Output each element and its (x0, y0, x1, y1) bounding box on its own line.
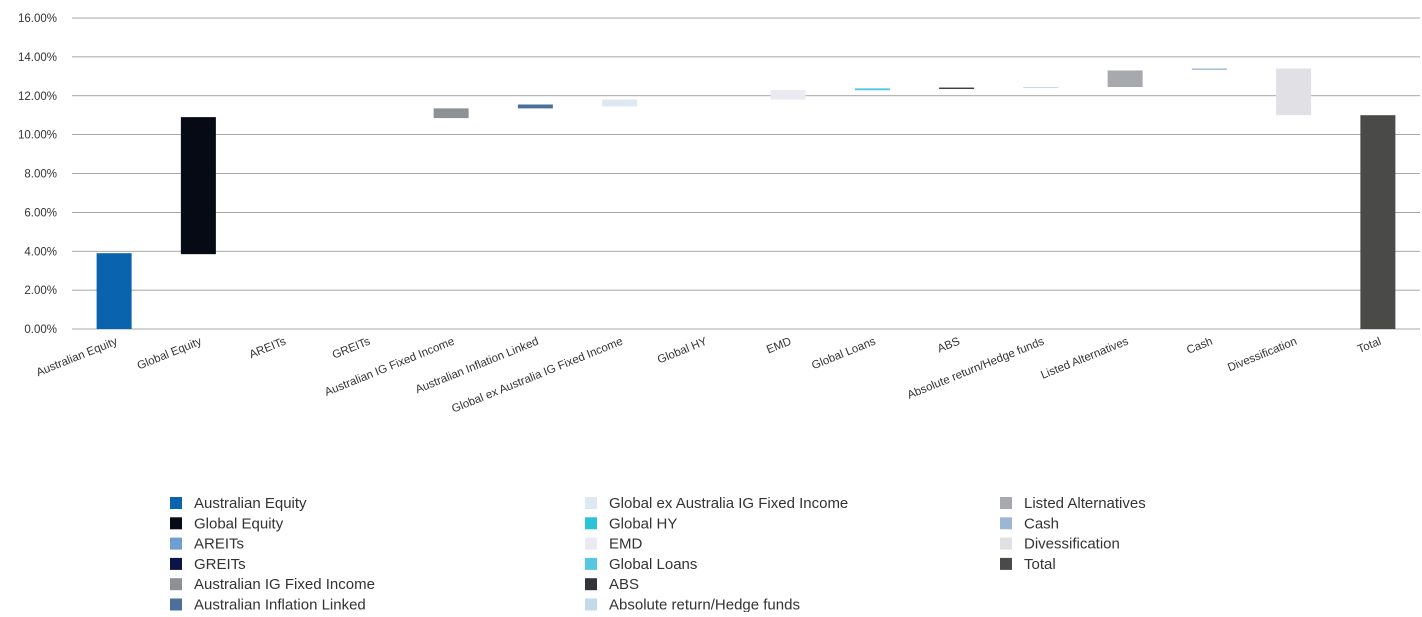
legend-item-australian-equity: Australian Equity (170, 495, 307, 512)
x-tick-label: Listed Alternatives (1039, 336, 1130, 382)
legend-item-divessification: Divessification (1000, 536, 1120, 553)
bar-australian-ig-fixed-income (433, 108, 469, 119)
bar-australian-inflation-linked (517, 104, 553, 109)
legend-item-total: Total (1000, 556, 1056, 573)
y-tick-label: 4.00% (24, 246, 57, 258)
legend: Australian Equity Global Equity AREITs GREI… (170, 495, 1146, 614)
y-tick-label: 16.00% (18, 13, 57, 25)
bars (96, 68, 1396, 329)
legend-item-cash: Cash (1000, 515, 1059, 532)
legend-swatch (1000, 517, 1012, 530)
legend-label: GREITs (194, 556, 246, 573)
legend-label: Listed Alternatives (1024, 495, 1146, 512)
legend-label: Global Equity (194, 515, 284, 532)
legend-item-global-loans: Global Loans (585, 556, 697, 573)
legend-item-absolute-return-hedge-funds: Absolute return/Hedge funds (585, 597, 800, 614)
legend-swatch (585, 598, 597, 611)
bar-listed-alternatives (1107, 70, 1143, 88)
y-tick-label: 12.00% (18, 91, 57, 103)
legend-item-global-equity: Global Equity (170, 515, 284, 532)
bar-global-ex-australia-ig-fixed-income (602, 99, 638, 107)
bar-emd (770, 89, 806, 100)
bar-absolute-return-hedge-funds (1023, 87, 1059, 88)
x-tick-label: Total (1356, 336, 1383, 356)
y-tick-label: 2.00% (24, 285, 57, 297)
y-axis-ticks: 0.00% 2.00% 4.00% 6.00% 8.00% 10.00% 12.00% 14.… (18, 13, 57, 336)
x-tick-label: Global HY (656, 336, 709, 367)
legend-item-listed-alternatives: Listed Alternatives (1000, 495, 1146, 512)
bar-divessification (1276, 68, 1312, 116)
legend-label: Australian IG Fixed Income (194, 576, 375, 593)
legend-label: ABS (609, 576, 639, 593)
legend-swatch (585, 517, 597, 530)
x-tick-label: Global Equity (136, 336, 204, 373)
legend-label: Australian Inflation Linked (194, 597, 366, 613)
legend-swatch (170, 517, 182, 530)
gridlines (72, 17, 1420, 330)
legend-item-global-ex-australia-ig-fixed-income: Global ex Australia IG Fixed Income (585, 495, 848, 512)
legend-item-australian-inflation-linked: Australian Inflation Linked (170, 597, 366, 614)
y-tick-label: 0.00% (24, 324, 57, 336)
legend-swatch (585, 578, 597, 591)
legend-item-emd: EMD (585, 536, 643, 553)
bar-total (1360, 115, 1396, 329)
bar-global-equity (180, 117, 216, 255)
x-tick-label: Absolute return/Hedge funds (906, 336, 1046, 402)
legend-label: EMD (609, 536, 643, 553)
legend-label: Australian Equity (194, 495, 307, 512)
legend-item-greits: GREITs (170, 556, 246, 573)
legend-swatch (585, 537, 597, 550)
legend-swatch (1000, 497, 1012, 509)
legend-item-abs: ABS (585, 576, 639, 593)
legend-label: Total (1024, 556, 1056, 573)
x-tick-label: Global Loans (810, 336, 878, 373)
legend-label: Cash (1024, 515, 1059, 532)
x-axis-ticks: Australian Equity Global Equity AREITs GREI… (35, 336, 1383, 416)
legend-swatch (170, 537, 182, 550)
legend-label: Global HY (609, 515, 677, 532)
y-tick-label: 14.00% (18, 52, 57, 64)
legend-swatch (585, 557, 597, 570)
legend-label: Global Loans (609, 556, 697, 573)
y-tick-label: 10.00% (18, 130, 57, 142)
legend-swatch (170, 578, 182, 591)
y-tick-label: 6.00% (24, 207, 57, 219)
legend-swatch (170, 598, 182, 611)
legend-item-australian-ig-fixed-income: Australian IG Fixed Income (170, 576, 375, 593)
legend-label: Global ex Australia IG Fixed Income (609, 495, 848, 512)
legend-item-areits: AREITs (170, 536, 244, 553)
x-tick-label: Divessification (1226, 336, 1299, 375)
x-tick-label: ABS (936, 336, 962, 356)
legend-swatch (1000, 557, 1012, 570)
bar-australian-equity (96, 253, 132, 329)
y-tick-label: 8.00% (24, 169, 57, 181)
legend-item-global-hy: Global HY (585, 515, 677, 532)
x-tick-label: AREITs (248, 336, 288, 362)
legend-swatch (1000, 537, 1012, 550)
bar-cash (1191, 68, 1227, 70)
legend-swatch (585, 497, 597, 509)
legend-label: Divessification (1024, 536, 1120, 553)
x-tick-label: Australian Equity (35, 336, 120, 380)
legend-label: AREITs (194, 536, 244, 553)
legend-label: Absolute return/Hedge funds (609, 597, 800, 613)
bar-global-loans (854, 88, 890, 91)
x-tick-label: Cash (1185, 336, 1214, 357)
legend-swatch (170, 497, 182, 509)
legend-swatch (170, 557, 182, 570)
x-tick-label: EMD (765, 336, 793, 357)
x-tick-label: GREITs (331, 336, 372, 362)
bar-abs (939, 87, 975, 89)
